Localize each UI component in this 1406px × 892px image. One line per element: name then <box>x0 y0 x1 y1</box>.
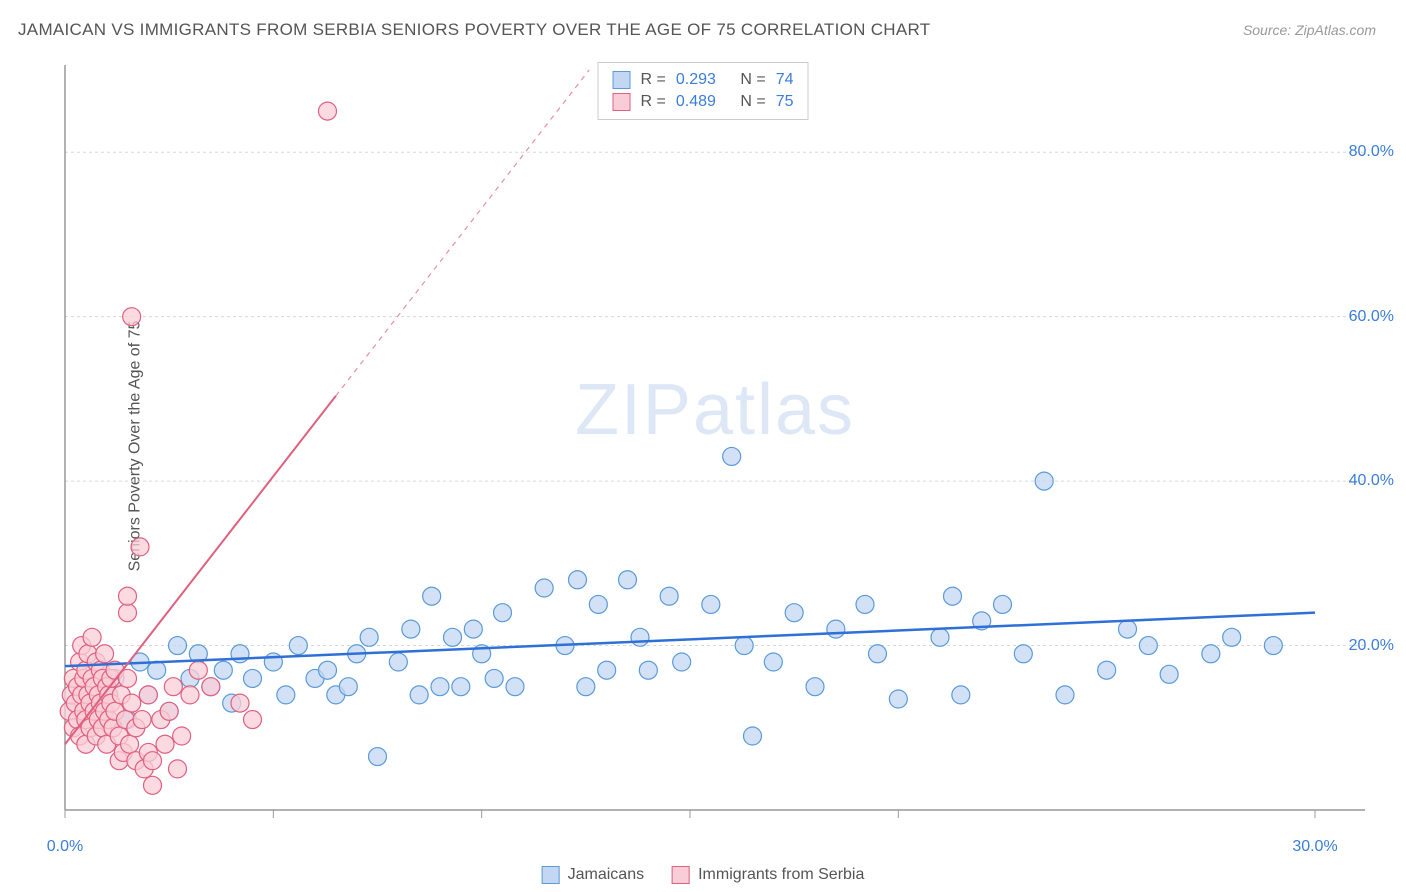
stats-row-2: R = 0.489 N = 75 <box>613 91 794 113</box>
y-tick-label: 40.0% <box>1349 472 1394 490</box>
y-tick-label: 60.0% <box>1349 308 1394 326</box>
stats-swatch-1 <box>613 71 631 89</box>
plot-area: ZIPatlas <box>55 60 1375 820</box>
r-value: 0.489 <box>676 93 716 111</box>
n-label: N = <box>740 93 765 111</box>
n-value: 75 <box>776 93 794 111</box>
chart-container: JAMAICAN VS IMMIGRANTS FROM SERBIA SENIO… <box>0 0 1406 892</box>
x-tick-label: 30.0% <box>1292 838 1337 856</box>
y-tick-label: 20.0% <box>1349 637 1394 655</box>
source-attribution: Source: ZipAtlas.com <box>1243 22 1376 38</box>
r-value: 0.293 <box>676 71 716 89</box>
legend-label: Immigrants from Serbia <box>698 866 864 884</box>
y-tick-label: 80.0% <box>1349 143 1394 161</box>
legend-swatch-1 <box>542 866 560 884</box>
legend-swatch-2 <box>672 866 690 884</box>
scatter-plot-svg <box>55 60 1375 820</box>
r-label: R = <box>641 93 666 111</box>
legend-label: Jamaicans <box>568 866 644 884</box>
r-label: R = <box>641 71 666 89</box>
chart-title: JAMAICAN VS IMMIGRANTS FROM SERBIA SENIO… <box>18 20 930 40</box>
x-tick-label: 0.0% <box>47 838 83 856</box>
legend-item-jamaicans: Jamaicans <box>542 866 644 884</box>
stats-legend-box: R = 0.293 N = 74 R = 0.489 N = 75 <box>598 62 809 120</box>
stats-swatch-2 <box>613 93 631 111</box>
bottom-legend: Jamaicans Immigrants from Serbia <box>542 866 865 884</box>
n-value: 74 <box>776 71 794 89</box>
n-label: N = <box>740 71 765 89</box>
legend-item-serbia: Immigrants from Serbia <box>672 866 864 884</box>
stats-row-1: R = 0.293 N = 74 <box>613 69 794 91</box>
